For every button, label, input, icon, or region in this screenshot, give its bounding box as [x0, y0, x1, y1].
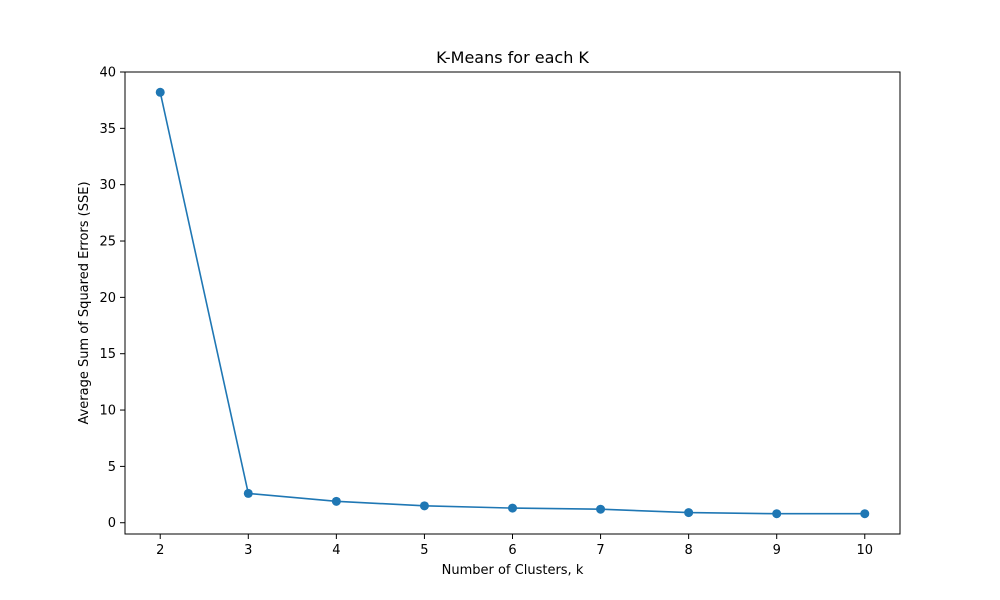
- x-axis: 2 3 4 5 6 7 8 9 10: [156, 534, 873, 558]
- data-point: [860, 509, 870, 519]
- y-tick-label: 20: [99, 291, 116, 306]
- x-tick-label: 9: [773, 543, 781, 558]
- y-axis: 0 5 10 15 20 25 30 35 40: [99, 66, 125, 531]
- x-tick-label: 8: [684, 543, 692, 558]
- chart-title: K-Means for each K: [436, 48, 589, 67]
- data-point: [508, 503, 517, 513]
- y-tick-label: 35: [99, 122, 116, 137]
- y-tick-label: 0: [108, 516, 116, 531]
- data-point: [331, 496, 341, 506]
- y-tick-label: 25: [99, 235, 116, 250]
- plot-area: 2 3 4 5 6 7 8 9 10 0 5 10 15 20 25 30 35 40: [99, 66, 901, 558]
- data-point: [243, 488, 253, 498]
- x-tick-label: 7: [596, 543, 604, 558]
- plot-border: [124, 71, 901, 535]
- plot-frame: [125, 72, 900, 534]
- x-tick-label: 2: [156, 543, 164, 558]
- data-point: [155, 87, 165, 97]
- x-tick-label: 4: [332, 543, 340, 558]
- y-tick-label: 40: [99, 66, 116, 81]
- y-tick-label: 5: [108, 460, 116, 475]
- x-tick-label: 10: [856, 543, 873, 558]
- series-layer: [155, 87, 870, 519]
- data-point: [419, 501, 429, 511]
- data-point: [596, 504, 606, 514]
- x-axis-label: Number of Clusters, k: [442, 563, 584, 578]
- y-tick-label: 15: [99, 347, 116, 362]
- data-point: [684, 508, 694, 518]
- x-tick-label: 6: [508, 543, 516, 558]
- x-tick-label: 5: [420, 543, 428, 558]
- y-axis-label: Average Sum of Squared Errors (SSE): [77, 181, 92, 424]
- x-tick-label: 3: [244, 543, 252, 558]
- data-point: [772, 509, 782, 519]
- y-tick-label: 30: [99, 178, 116, 193]
- y-tick-label: 10: [99, 404, 116, 419]
